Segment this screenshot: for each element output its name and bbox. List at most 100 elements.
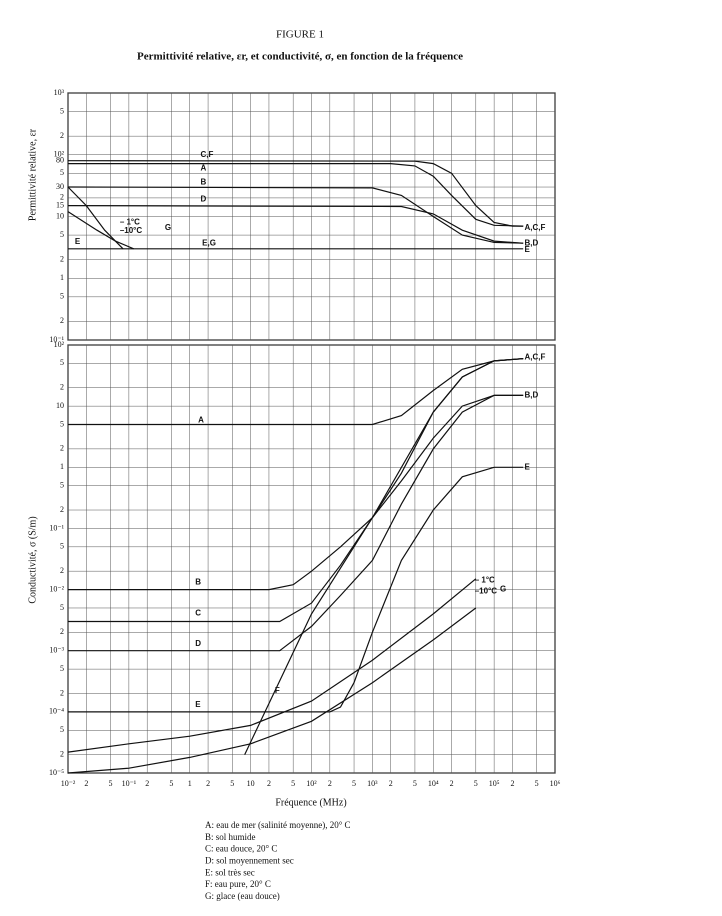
y-tick-label: 5 (60, 168, 64, 177)
curve-label: B,D (525, 390, 539, 399)
y-tick-label: 5 (60, 230, 64, 239)
y-tick-label: 2 (60, 749, 64, 758)
y-tick-label: 2 (60, 254, 64, 263)
x-tick-label: 5 (109, 779, 113, 788)
legend-note: A: eau de mer (salinité moyenne), 20° C (205, 820, 351, 830)
y-tick-label: 10 (56, 211, 64, 220)
x-tick-label: 10 (247, 779, 255, 788)
curve-label: E (525, 462, 531, 471)
y-tick-label: 10⁻² (49, 584, 64, 593)
curve-label: F (275, 686, 280, 695)
curve-label: G (165, 223, 171, 232)
curve-label: D (195, 639, 201, 648)
y-tick-label: 10⁻¹ (49, 335, 64, 344)
x-axis-label: Fréquence (MHz) (275, 797, 346, 808)
y-tick-label: 5 (60, 106, 64, 115)
x-tick-label: 2 (267, 779, 271, 788)
x-tick-label: 5 (413, 779, 417, 788)
y-tick-label: 5 (60, 358, 64, 367)
x-tick-label: 2 (84, 779, 88, 788)
chart-subtitle: Permittivité relative, εr, et conductivi… (137, 51, 463, 63)
curve-label: – 1°C (120, 217, 140, 226)
x-tick-label: 5 (230, 779, 234, 788)
curve (68, 358, 524, 623)
y-tick-label: 2 (60, 316, 64, 325)
curve-label: E (525, 245, 531, 254)
x-tick-label: 2 (389, 779, 393, 788)
y-tick-label: 10⁻¹ (49, 523, 64, 532)
y-tick-label: 10 (56, 401, 64, 410)
curve-label: E (195, 700, 201, 709)
curve-label: C (195, 608, 201, 617)
y-tick-label: 2 (60, 444, 64, 453)
y-tick-label: 5 (60, 664, 64, 673)
y-tick-label: 5 (60, 292, 64, 301)
curve-label: E,G (202, 238, 216, 247)
y-tick-label: 30 (56, 182, 64, 191)
curve-label: – 1°C (475, 576, 495, 585)
y-tick-label: 2 (60, 566, 64, 575)
y-tick-label: 2 (60, 688, 64, 697)
legend-note: D: sol moyennement sec (205, 855, 294, 865)
y-tick-label: 5 (60, 419, 64, 428)
x-tick-label: 2 (450, 779, 454, 788)
curve (67, 607, 477, 774)
curve-label: G (500, 585, 506, 594)
x-tick-label: 10⁵ (489, 779, 500, 788)
curve-label: B (195, 578, 201, 587)
curve (68, 394, 524, 652)
curve-label: B (200, 177, 206, 186)
y-tick-label: 5 (60, 725, 64, 734)
x-tick-label: 2 (510, 779, 514, 788)
x-tick-label: 5 (169, 779, 173, 788)
x-tick-label: 10⁻² (61, 779, 76, 788)
legend-note: B: sol humide (205, 832, 256, 842)
y-tick-label: 2 (60, 193, 64, 202)
chart-title: FIGURE 1 (276, 29, 324, 41)
x-tick-label: 10⁴ (428, 779, 439, 788)
curve-label: C,F (200, 150, 213, 159)
x-tick-label: 1 (188, 779, 192, 788)
x-tick-label: 10² (306, 779, 317, 788)
x-tick-label: 2 (328, 779, 332, 788)
curve-label: A (200, 164, 206, 173)
x-tick-label: 2 (145, 779, 149, 788)
legend-note: E: sol très sec (205, 867, 255, 877)
curve (67, 578, 477, 753)
y-tick-label: 2 (60, 383, 64, 392)
y-tick-label: 10² (54, 340, 65, 349)
y-tick-label: 15 (56, 200, 64, 209)
curve-label: D (200, 194, 206, 203)
curve (68, 466, 524, 713)
curve (67, 205, 524, 244)
x-tick-label: 5 (352, 779, 356, 788)
y-tick-label: 2 (60, 505, 64, 514)
x-tick-label: 5 (535, 779, 539, 788)
curve (244, 358, 524, 755)
y-tick-label: 10⁻³ (49, 646, 64, 655)
x-tick-label: 5 (474, 779, 478, 788)
y-tick-label: 2 (60, 627, 64, 636)
legend-note: G: glace (eau douce) (205, 891, 280, 901)
y-tick-label: 10³ (54, 88, 65, 97)
y-tick-label: 1 (60, 273, 64, 282)
y-axis-label: Permittivité relative, εr (27, 128, 38, 221)
legend-note: F: eau pure, 20° C (205, 879, 271, 889)
x-tick-label: 5 (291, 779, 295, 788)
y-tick-label: 10⁻⁵ (49, 768, 64, 777)
x-tick-label: 2 (206, 779, 210, 788)
curve-label: –10°C (120, 226, 143, 235)
x-tick-label: 10⁶ (550, 779, 561, 788)
y-tick-label: 10⁻⁴ (49, 707, 64, 716)
x-tick-label: 10³ (367, 779, 378, 788)
curve-label: B,D (525, 238, 539, 247)
y-tick-label: 80 (56, 156, 64, 165)
curve-label: A (198, 415, 204, 424)
legend-note: C: eau douce, 20° C (205, 844, 277, 854)
y-tick-label: 5 (60, 481, 64, 490)
y-tick-label: 2 (60, 131, 64, 140)
x-tick-label: 10⁻¹ (122, 779, 137, 788)
curve-label: –10°C (475, 586, 498, 595)
curve (67, 211, 134, 250)
